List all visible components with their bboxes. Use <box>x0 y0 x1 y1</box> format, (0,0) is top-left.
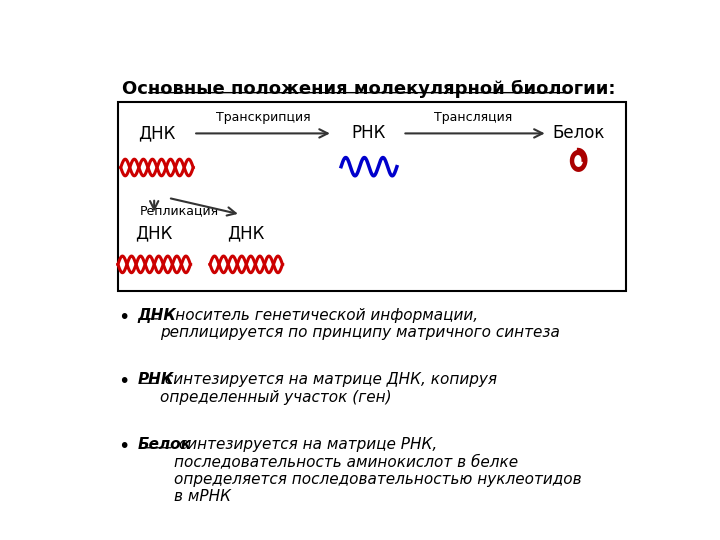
Text: •: • <box>118 437 130 456</box>
Text: ДНК: ДНК <box>138 308 176 323</box>
Text: Репликация: Репликация <box>140 204 220 217</box>
Text: •: • <box>118 308 130 327</box>
FancyBboxPatch shape <box>118 102 626 292</box>
Text: •: • <box>118 373 130 392</box>
Text: ДНК: ДНК <box>138 124 176 143</box>
Text: ДНК: ДНК <box>228 224 265 242</box>
Text: РНК: РНК <box>138 373 174 388</box>
Text: синтезируется на матрице ДНК, копируя
определенный участок (ген): синтезируется на матрице ДНК, копируя оп… <box>161 373 498 405</box>
Text: Основные положения молекулярной биологии:: Основные положения молекулярной биологии… <box>122 79 616 98</box>
Text: РНК: РНК <box>352 124 386 143</box>
Text: Белок: Белок <box>138 437 192 452</box>
Text: - носитель генетической информации,
реплицируется по принципу матричного синтеза: - носитель генетической информации, репл… <box>161 308 560 340</box>
Text: Трансляция: Трансляция <box>434 111 513 124</box>
Text: синтезируется на матрице РНК,
последовательность аминокислот в белке
определяетс: синтезируется на матрице РНК, последоват… <box>174 437 581 504</box>
Text: ДНК: ДНК <box>135 224 173 242</box>
Text: Транскрипция: Транскрипция <box>216 111 310 124</box>
Text: Белок: Белок <box>552 124 604 143</box>
